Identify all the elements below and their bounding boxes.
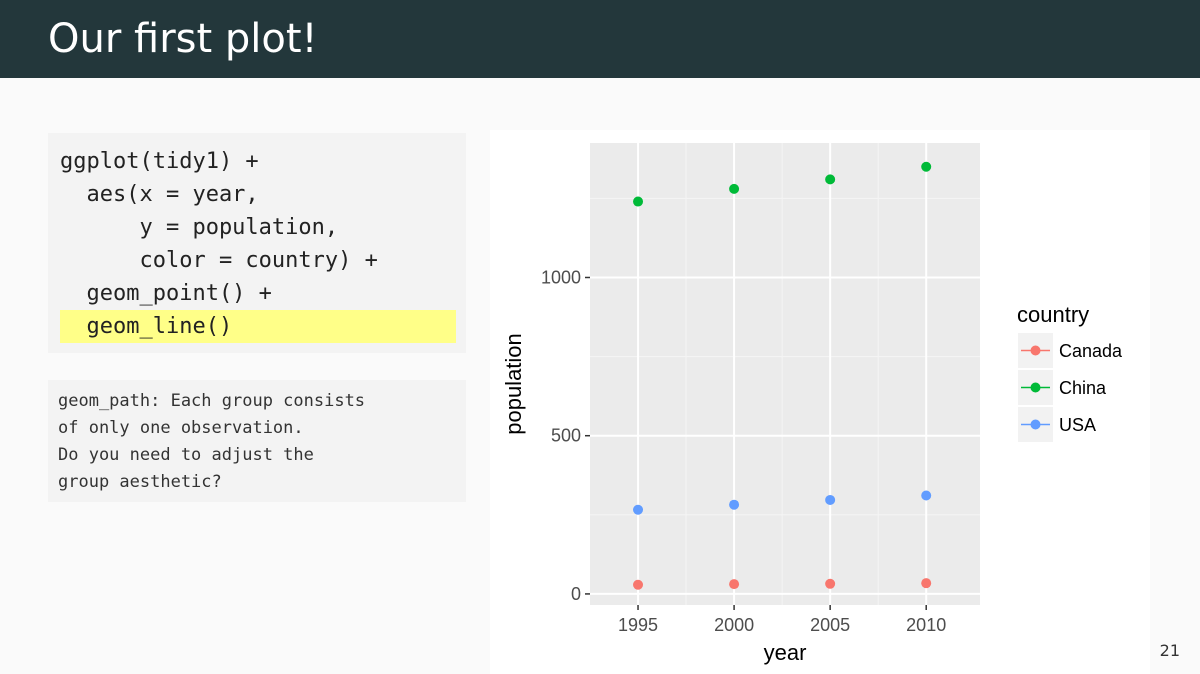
data-point-usa bbox=[825, 494, 836, 505]
scatter-chart: 1995 2000 2005 2010 0 500 1000 year population co… bbox=[501, 143, 1123, 665]
data-point-canada bbox=[729, 579, 740, 590]
slide-header: Our first plot! bbox=[0, 0, 1200, 78]
data-point-china bbox=[921, 161, 932, 172]
data-point-canada bbox=[633, 579, 644, 590]
plot-panel bbox=[590, 143, 980, 605]
code-line: ggplot(tidy1) + bbox=[60, 149, 259, 174]
x-tick-label: 1995 bbox=[618, 615, 658, 635]
legend-label-canada: Canada bbox=[1059, 341, 1123, 361]
code-line: aes(x = year, bbox=[60, 182, 259, 207]
legend-key-point bbox=[1030, 382, 1041, 393]
data-point-canada bbox=[921, 578, 932, 589]
message-line: of only one observation. bbox=[58, 418, 304, 438]
x-axis-label: year bbox=[764, 640, 807, 665]
data-point-usa bbox=[921, 490, 932, 501]
y-tick-label: 1000 bbox=[541, 267, 581, 287]
data-point-china bbox=[633, 196, 644, 207]
code-block: ggplot(tidy1) + aes(x = year, y = popula… bbox=[48, 133, 466, 353]
message-line: Do you need to adjust the bbox=[58, 445, 314, 465]
data-point-china bbox=[729, 183, 740, 194]
data-point-canada bbox=[825, 578, 836, 589]
x-tick-label: 2005 bbox=[810, 615, 850, 635]
plot-image: 1995 2000 2005 2010 0 500 1000 year population co… bbox=[490, 130, 1150, 674]
legend-label-usa: USA bbox=[1059, 415, 1096, 435]
y-tick-label: 500 bbox=[551, 426, 581, 446]
legend-key-point bbox=[1030, 345, 1041, 356]
code-highlight bbox=[60, 310, 456, 343]
code-line: color = country) + bbox=[60, 248, 378, 273]
legend-label-china: China bbox=[1059, 378, 1107, 398]
legend-key-point bbox=[1030, 419, 1041, 430]
x-tick-label: 2010 bbox=[906, 615, 946, 635]
code-line-highlighted: geom_line() bbox=[60, 314, 233, 339]
page-number: 21 bbox=[1159, 641, 1180, 660]
x-tick-label: 2000 bbox=[714, 615, 754, 635]
message-line: group aesthetic? bbox=[58, 472, 222, 492]
data-point-china bbox=[825, 174, 836, 185]
legend-title: country bbox=[1017, 302, 1089, 327]
data-point-usa bbox=[729, 499, 740, 510]
code-line: y = population, bbox=[60, 215, 339, 240]
y-tick-label: 0 bbox=[571, 584, 581, 604]
console-message: geom_path: Each group consists of only o… bbox=[48, 380, 466, 502]
code-line: geom_point() + bbox=[60, 281, 272, 306]
data-point-usa bbox=[633, 504, 644, 515]
message-line: geom_path: Each group consists bbox=[58, 391, 366, 411]
slide-title: Our first plot! bbox=[48, 16, 318, 62]
y-axis-label: population bbox=[501, 333, 526, 435]
